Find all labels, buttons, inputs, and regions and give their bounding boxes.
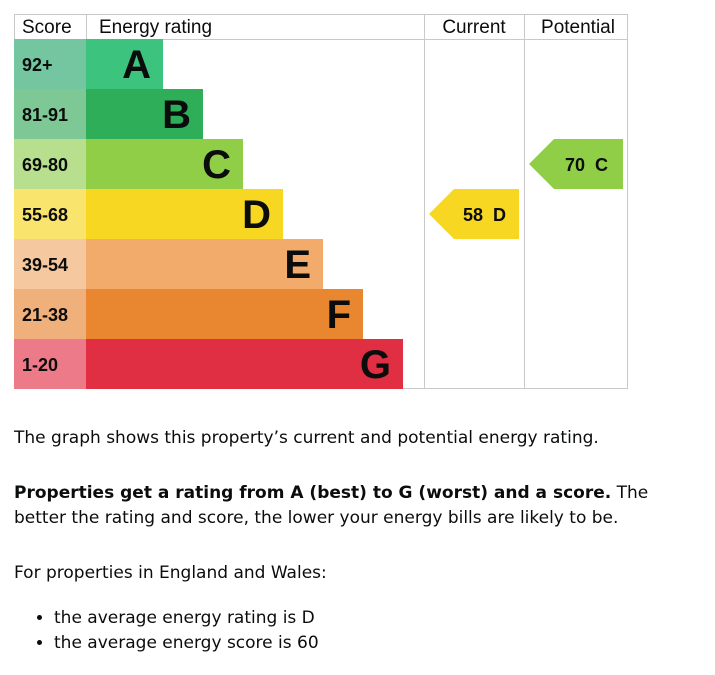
rating-letter: G (360, 343, 391, 387)
rating-letter: B (162, 93, 191, 137)
rating-bar (86, 89, 203, 139)
band-row-b: 81-91 B (14, 89, 203, 139)
rating-letter: A (122, 43, 151, 87)
rating-bar (86, 289, 363, 339)
score-cell (14, 39, 86, 89)
score-cell (14, 139, 86, 189)
graph-summary: The graph shows this property’s current … (14, 428, 599, 448)
band-row-d: 55-68 D (14, 189, 283, 239)
score-cell (14, 289, 86, 339)
score-cell (14, 189, 86, 239)
chart-header: Score Energy rating Current Potential (22, 17, 615, 38)
averages-list: the average energy rating is D the avera… (14, 606, 319, 656)
header-score: Score (22, 17, 72, 38)
rating-letter: F (327, 293, 351, 337)
header-potential: Potential (541, 17, 615, 38)
band-row-c: 69-80 C (14, 139, 243, 189)
energy-rating-chart: 92+ A81-91 B69-80 C55-68 D39-54 E21-38 F1-20 G … (14, 14, 628, 389)
score-range-label: 81-91 (22, 105, 68, 125)
rating-bar (86, 239, 323, 289)
rating-bands: 92+ A 81-91 B 69-80 C 55-68 D 39-54 E 21-38 F 1-20 G (14, 39, 403, 389)
rating-bar (86, 139, 243, 189)
rating-bar (86, 189, 283, 239)
potential-rating-arrow-label: 70 C (565, 155, 608, 175)
score-range-label: 39-54 (22, 255, 68, 275)
rating-letter: E (284, 243, 311, 287)
score-range-label: 92+ (22, 55, 53, 75)
potential-rating-arrow: 70 C (529, 139, 623, 189)
rating-letter: C (202, 143, 231, 187)
current-rating-arrow-shape (429, 189, 519, 239)
current-rating-arrow: 58 D (429, 189, 519, 239)
score-cell (14, 339, 86, 389)
average-score-item: the average energy score is 60 (54, 631, 319, 656)
potential-rating-arrow-shape (529, 139, 623, 189)
header-current: Current (442, 17, 506, 38)
rating-bar (86, 339, 403, 389)
score-range-label: 1-20 (22, 355, 58, 375)
average-rating-item: the average energy rating is D (54, 606, 319, 631)
current-rating-arrow-label: 58 D (463, 205, 506, 225)
score-range-label: 69-80 (22, 155, 68, 175)
band-row-a: 92+ A (14, 39, 163, 89)
rating-letter: D (242, 193, 271, 237)
score-range-label: 55-68 (22, 205, 68, 225)
band-row-f: 21-38 F (14, 289, 363, 339)
rating-arrows: 58 D 70 C (429, 139, 623, 239)
rating-explanation-rest: The better the rating and score, the low… (14, 483, 649, 528)
score-cell (14, 239, 86, 289)
band-row-g: 1-20 G (14, 339, 403, 389)
header-energy-rating: Energy rating (99, 17, 212, 38)
band-row-e: 39-54 E (14, 239, 323, 289)
region-intro: For properties in England and Wales: (14, 563, 327, 583)
score-cell (14, 89, 86, 139)
rating-bar (86, 39, 163, 89)
rating-explanation-bold: Properties get a rating from A (best) to… (14, 483, 612, 503)
score-range-label: 21-38 (22, 305, 68, 325)
rating-explanation: Properties get a rating from A (best) to… (14, 481, 654, 531)
